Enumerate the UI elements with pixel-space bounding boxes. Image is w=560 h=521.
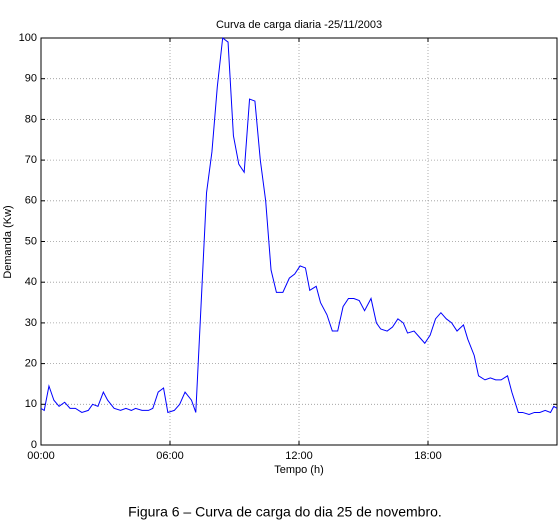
y-tick-label: 100 bbox=[19, 32, 37, 44]
y-axis-label: Demanda (Kw) bbox=[2, 205, 14, 278]
x-tick-label: 00:00 bbox=[27, 450, 55, 462]
y-tick-label: 70 bbox=[25, 154, 37, 166]
y-tick-label: 80 bbox=[25, 113, 37, 125]
figure-caption: Figura 6 – Curva de carga do dia 25 de n… bbox=[128, 504, 442, 520]
y-tick-label: 20 bbox=[25, 358, 37, 370]
y-tick-label: 90 bbox=[25, 73, 37, 85]
y-tick-label: 10 bbox=[25, 398, 37, 410]
chart-title: Curva de carga diaria -25/11/2003 bbox=[216, 19, 382, 31]
y-tick-label: 60 bbox=[25, 195, 37, 207]
x-axis-label: Tempo (h) bbox=[274, 464, 324, 476]
x-tick-label: 18:00 bbox=[414, 450, 442, 462]
y-tick-label: 0 bbox=[31, 439, 37, 451]
x-tick-label: 12:00 bbox=[285, 450, 313, 462]
y-tick-label: 50 bbox=[25, 235, 37, 247]
y-tick-label: 30 bbox=[25, 317, 37, 329]
y-tick-label: 40 bbox=[25, 276, 37, 288]
plot-frame bbox=[40, 37, 558, 446]
load-curve bbox=[40, 37, 558, 416]
x-tick-label: 06:00 bbox=[156, 450, 184, 462]
